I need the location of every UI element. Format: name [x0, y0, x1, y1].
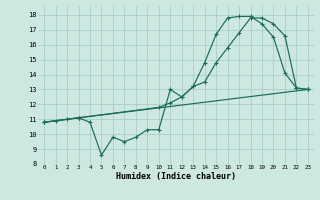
X-axis label: Humidex (Indice chaleur): Humidex (Indice chaleur) [116, 172, 236, 181]
